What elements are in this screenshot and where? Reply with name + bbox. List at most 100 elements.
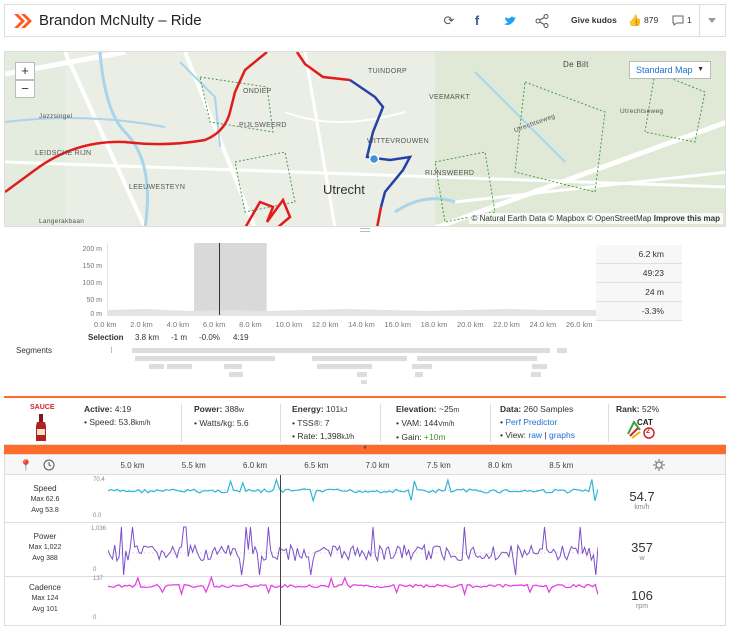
comment-count[interactable]: 1 — [687, 15, 692, 25]
map-resize-handle[interactable] — [360, 228, 370, 232]
column-divider — [280, 404, 281, 442]
max-label: Max — [31, 595, 45, 602]
x-tick: 24.0 km — [529, 320, 557, 329]
elevation-unit: m — [453, 407, 460, 414]
map-canvas — [5, 52, 725, 226]
speed-stream-chart[interactable] — [108, 477, 598, 519]
selection-range[interactable] — [194, 243, 267, 315]
segment-bar[interactable] — [532, 364, 547, 369]
refresh-icon[interactable]: ⟳ — [443, 13, 455, 28]
segment-bar[interactable] — [312, 356, 407, 361]
speed-ytop: 70.4 — [93, 477, 105, 483]
speed-current-value: 54.7 — [629, 489, 655, 504]
x-tick: 4.0 km — [166, 320, 190, 329]
route-map[interactable]: TUINDORP De Bilt ONDIEP PIJLSWEERD VEEMA… — [4, 51, 726, 227]
cat-badge-graphic — [627, 420, 655, 439]
x-tick: 22.0 km — [493, 320, 520, 329]
segment-bar[interactable] — [229, 372, 243, 377]
selection-elevation: -1 m — [171, 333, 187, 342]
segment-bar[interactable] — [167, 364, 192, 369]
stream-name: Cadence — [28, 583, 62, 592]
y-tick: 100 m — [82, 280, 102, 287]
active-label: Active: — [84, 404, 113, 414]
power-stream-chart[interactable] — [108, 526, 598, 576]
segment-bar[interactable] — [417, 356, 537, 361]
gain-value: +10m — [424, 432, 446, 442]
map-label-jazzsingel: Jazzsingel — [39, 113, 73, 120]
elevation-label: Elevation: — [396, 404, 437, 414]
segment-bar[interactable] — [135, 356, 275, 361]
map-style-select[interactable]: Standard Map ▼ — [629, 61, 711, 79]
share-icon[interactable] — [535, 14, 549, 28]
segment-bar[interactable] — [412, 364, 432, 369]
energy-label: Energy: — [292, 404, 324, 414]
streams-cursor[interactable] — [279, 475, 281, 625]
segment-bar[interactable] — [531, 372, 541, 377]
stat-grade: -3.3% — [596, 302, 682, 321]
sauce-label: SAUCE — [30, 404, 55, 411]
segment-bar[interactable] — [132, 348, 550, 353]
segment-bar[interactable] — [415, 372, 423, 377]
segment-bar[interactable] — [361, 380, 367, 384]
selection-grade: -0.0% — [199, 333, 220, 342]
thumbs-up-icon[interactable]: 👍 — [628, 15, 642, 27]
streams-toolbar — [5, 455, 725, 475]
stat-elevation: 24 m — [596, 283, 682, 302]
map-pin-icon[interactable]: 📍 — [19, 460, 33, 472]
map-label-wittevrouwen: WITTEVROUWEN — [367, 138, 429, 145]
attribution-text: © Natural Earth Data © Mapbox © OpenStre… — [471, 214, 652, 223]
y-tick: 0 m — [90, 311, 102, 318]
zoom-out-button[interactable]: − — [15, 80, 35, 98]
kudos-count[interactable]: 879 — [644, 15, 659, 25]
cadence-stream-chart[interactable] — [108, 576, 598, 624]
map-attribution: © Natural Earth Data © Mapbox © OpenStre… — [468, 213, 723, 224]
x-tick: 5.0 km — [120, 461, 145, 470]
column-divider — [608, 404, 609, 442]
avg-label: Avg — [32, 555, 45, 562]
avg-label: Avg — [31, 507, 44, 514]
energy-value: 101 — [326, 404, 341, 414]
facebook-icon[interactable]: f — [474, 13, 480, 28]
energy-unit: kJ — [340, 407, 348, 414]
give-kudos-button[interactable]: Give kudos — [571, 15, 617, 25]
speed-unit: km/h — [135, 420, 151, 427]
comment-icon[interactable] — [672, 15, 684, 26]
cat-badge-icon[interactable]: CAT 2 — [626, 418, 658, 440]
zoom-in-button[interactable]: + — [15, 62, 35, 80]
data-label: Data: — [500, 404, 522, 414]
x-tick: 20.0 km — [456, 320, 484, 329]
perf-predictor-link[interactable]: Perf Predictor — [505, 417, 558, 427]
column-divider — [380, 404, 381, 442]
speed-label: Speed: — [89, 417, 117, 427]
settings-gear-icon[interactable] — [653, 459, 665, 471]
collapse-marker: * — [363, 444, 367, 454]
segment-bar[interactable] — [224, 364, 242, 369]
segment-bar[interactable] — [149, 364, 164, 369]
segments-chart[interactable] — [107, 345, 597, 385]
x-tick: 6.5 km — [304, 461, 329, 470]
map-label-pijlsweerd: PIJLSWEERD — [239, 122, 287, 129]
speed-value: 53.8 — [118, 417, 136, 427]
strava-logo-icon[interactable] — [13, 13, 33, 29]
improve-map-link[interactable]: Improve this map — [653, 214, 720, 223]
elevation-panel: 200 m 150 m 100 m 50 m 0 m 0.0 km 2.0 km 4… — [4, 235, 726, 395]
elevation-profile — [107, 309, 597, 315]
power-unit: w — [238, 407, 244, 414]
clock-icon[interactable] — [43, 459, 55, 471]
graphs-link[interactable]: graphs — [549, 430, 575, 440]
chevron-down-icon[interactable] — [708, 18, 716, 24]
x-tick: 8.5 km — [549, 461, 574, 470]
panel-divider-bar[interactable]: * — [4, 445, 726, 454]
power-value: 388 — [224, 404, 239, 414]
power-avg: 388 — [46, 555, 58, 562]
twitter-icon[interactable] — [503, 15, 517, 27]
raw-link[interactable]: raw — [528, 430, 543, 440]
segment-bar[interactable] — [357, 372, 367, 377]
elevation-value: ~25 — [439, 404, 454, 414]
rate-label: Rate: — [297, 431, 318, 441]
segment-bar[interactable] — [557, 348, 567, 353]
speed-ybot: 0.0 — [93, 513, 102, 519]
elevation-chart[interactable] — [107, 243, 597, 323]
selection-label: Selection — [88, 333, 124, 342]
segment-bar[interactable] — [317, 364, 372, 369]
